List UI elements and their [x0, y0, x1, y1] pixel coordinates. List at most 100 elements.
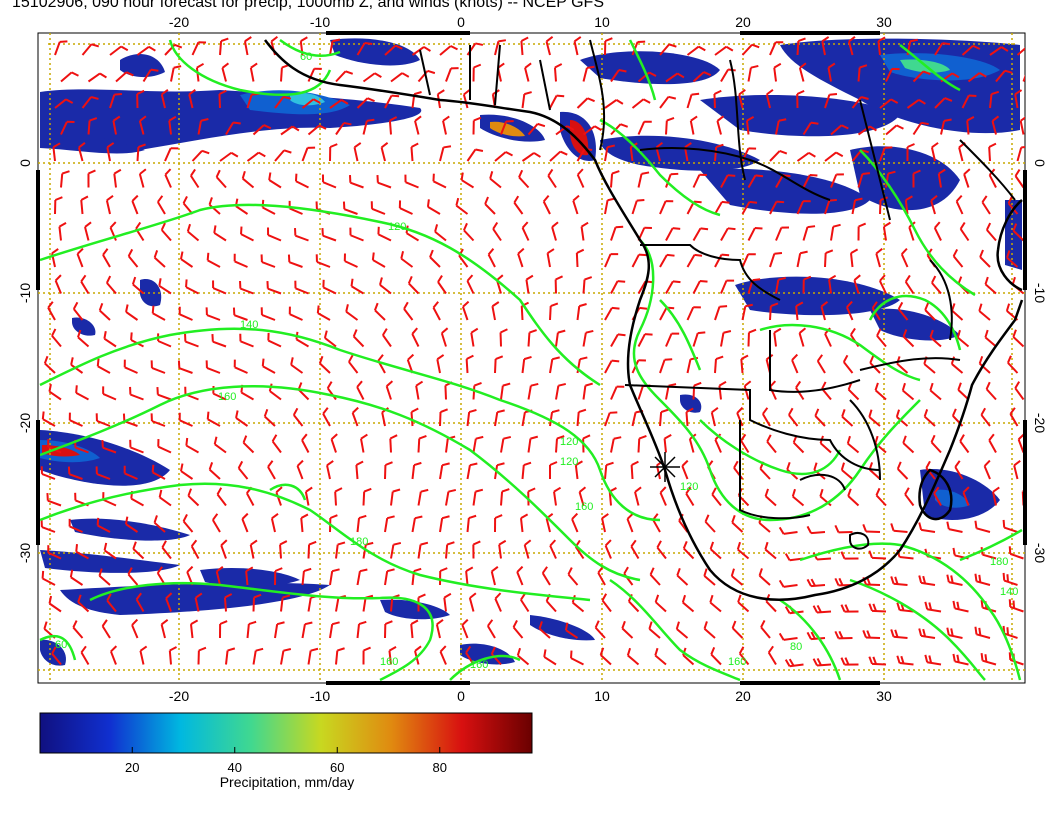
- precip-area: [72, 317, 96, 336]
- wind-barb: [219, 151, 239, 162]
- wind-barb: [335, 70, 354, 83]
- wind-barb: [187, 488, 200, 507]
- wind-barb: [292, 407, 304, 427]
- wind-barb: [714, 253, 730, 268]
- wind-barb: [1014, 169, 1025, 189]
- contour-label: 120: [560, 436, 578, 448]
- wind-barb: [211, 334, 227, 348]
- wind-barb: [890, 629, 908, 639]
- wind-barb: [879, 146, 893, 162]
- wind-barb: [379, 277, 392, 295]
- contour-label: 160: [575, 501, 593, 513]
- wind-barb: [156, 195, 166, 215]
- wind-barb: [316, 305, 331, 321]
- wind-barb: [576, 303, 587, 321]
- wind-barb: [830, 223, 841, 241]
- wind-barb: [547, 168, 557, 189]
- wind-barb: [576, 97, 595, 109]
- wind-barb: [352, 329, 365, 348]
- wind-barb: [601, 593, 612, 613]
- wind-barb: [165, 592, 173, 612]
- contour-line: [39, 385, 641, 582]
- wind-barb: [597, 566, 606, 586]
- wind-barb: [877, 36, 886, 56]
- wind-barb: [484, 196, 496, 215]
- wind-barb: [472, 63, 482, 82]
- wind-barb: [824, 93, 838, 109]
- wind-barb: [956, 329, 970, 348]
- precip-area: [380, 599, 450, 620]
- wind-barb: [208, 462, 221, 480]
- wind-barb: [267, 227, 282, 242]
- wind-barb: [389, 434, 398, 453]
- wind-barb: [553, 63, 563, 82]
- wind-barb: [527, 122, 546, 136]
- wind-barb: [934, 42, 951, 56]
- wind-barb: [105, 195, 114, 215]
- wind-barb: [463, 222, 475, 242]
- wind-barb: [500, 120, 514, 135]
- wind-barb: [462, 88, 471, 109]
- wind-barb: [961, 94, 977, 109]
- wind-barb: [102, 386, 117, 401]
- wind-barb: [525, 274, 534, 294]
- wind-barb: [929, 329, 942, 348]
- wind-barb: [1008, 546, 1024, 560]
- lon-tick-top: 0: [457, 14, 465, 30]
- wind-barb: [96, 517, 111, 533]
- wind-barb: [384, 568, 395, 586]
- wind-barb: [213, 436, 227, 454]
- wind-barb: [322, 407, 331, 427]
- wind-barb: [957, 382, 970, 401]
- contour-label: 180: [350, 536, 368, 548]
- wind-barb: [1002, 572, 1018, 586]
- wind-barb: [788, 407, 799, 427]
- wind-barb: [900, 247, 909, 268]
- wind-barb: [553, 486, 562, 506]
- wind-barb: [69, 569, 84, 586]
- wind-barb: [989, 90, 1000, 109]
- wind-barb: [168, 646, 178, 665]
- contour-line: [779, 598, 842, 681]
- wind-barb: [72, 620, 84, 639]
- wind-barb: [796, 200, 811, 215]
- wind-barb: [249, 62, 258, 82]
- wind-barb: [747, 174, 764, 188]
- wind-barb: [76, 247, 84, 268]
- wind-barb: [665, 383, 677, 400]
- wind-barb: [791, 353, 799, 374]
- wind-barb: [549, 150, 568, 162]
- wind-barb: [992, 486, 1000, 506]
- wind-barb: [821, 381, 832, 401]
- contour-line: [868, 294, 962, 351]
- wind-barb: [541, 566, 551, 586]
- wind-barb: [555, 329, 566, 347]
- wind-barb: [604, 461, 614, 480]
- wind-barb: [81, 96, 99, 109]
- wind-barb: [582, 276, 593, 294]
- wind-barb: [731, 620, 744, 639]
- wind-barb: [356, 568, 368, 586]
- wind-barb: [472, 382, 482, 400]
- border-line: [859, 99, 891, 221]
- wind-barb: [168, 115, 177, 135]
- wind-barb: [737, 594, 750, 613]
- wind-barb: [323, 330, 337, 348]
- wind-barb: [494, 592, 502, 612]
- wind-barb: [703, 568, 716, 586]
- wind-barb: [377, 226, 392, 242]
- wind-barb: [274, 95, 292, 109]
- wind-barb: [923, 409, 936, 427]
- wind-barb: [221, 62, 230, 82]
- wind-barb: [465, 566, 474, 586]
- wind-barb: [60, 120, 75, 135]
- wind-barb: [348, 174, 364, 189]
- wind-barb: [411, 461, 422, 480]
- wind-barb: [411, 327, 420, 347]
- wind-barb: [665, 227, 681, 241]
- wind-barb: [500, 488, 510, 506]
- wind-barb: [604, 539, 612, 559]
- wind-barb: [98, 302, 111, 321]
- wind-barb: [812, 657, 832, 667]
- contour-label: 180: [990, 556, 1008, 568]
